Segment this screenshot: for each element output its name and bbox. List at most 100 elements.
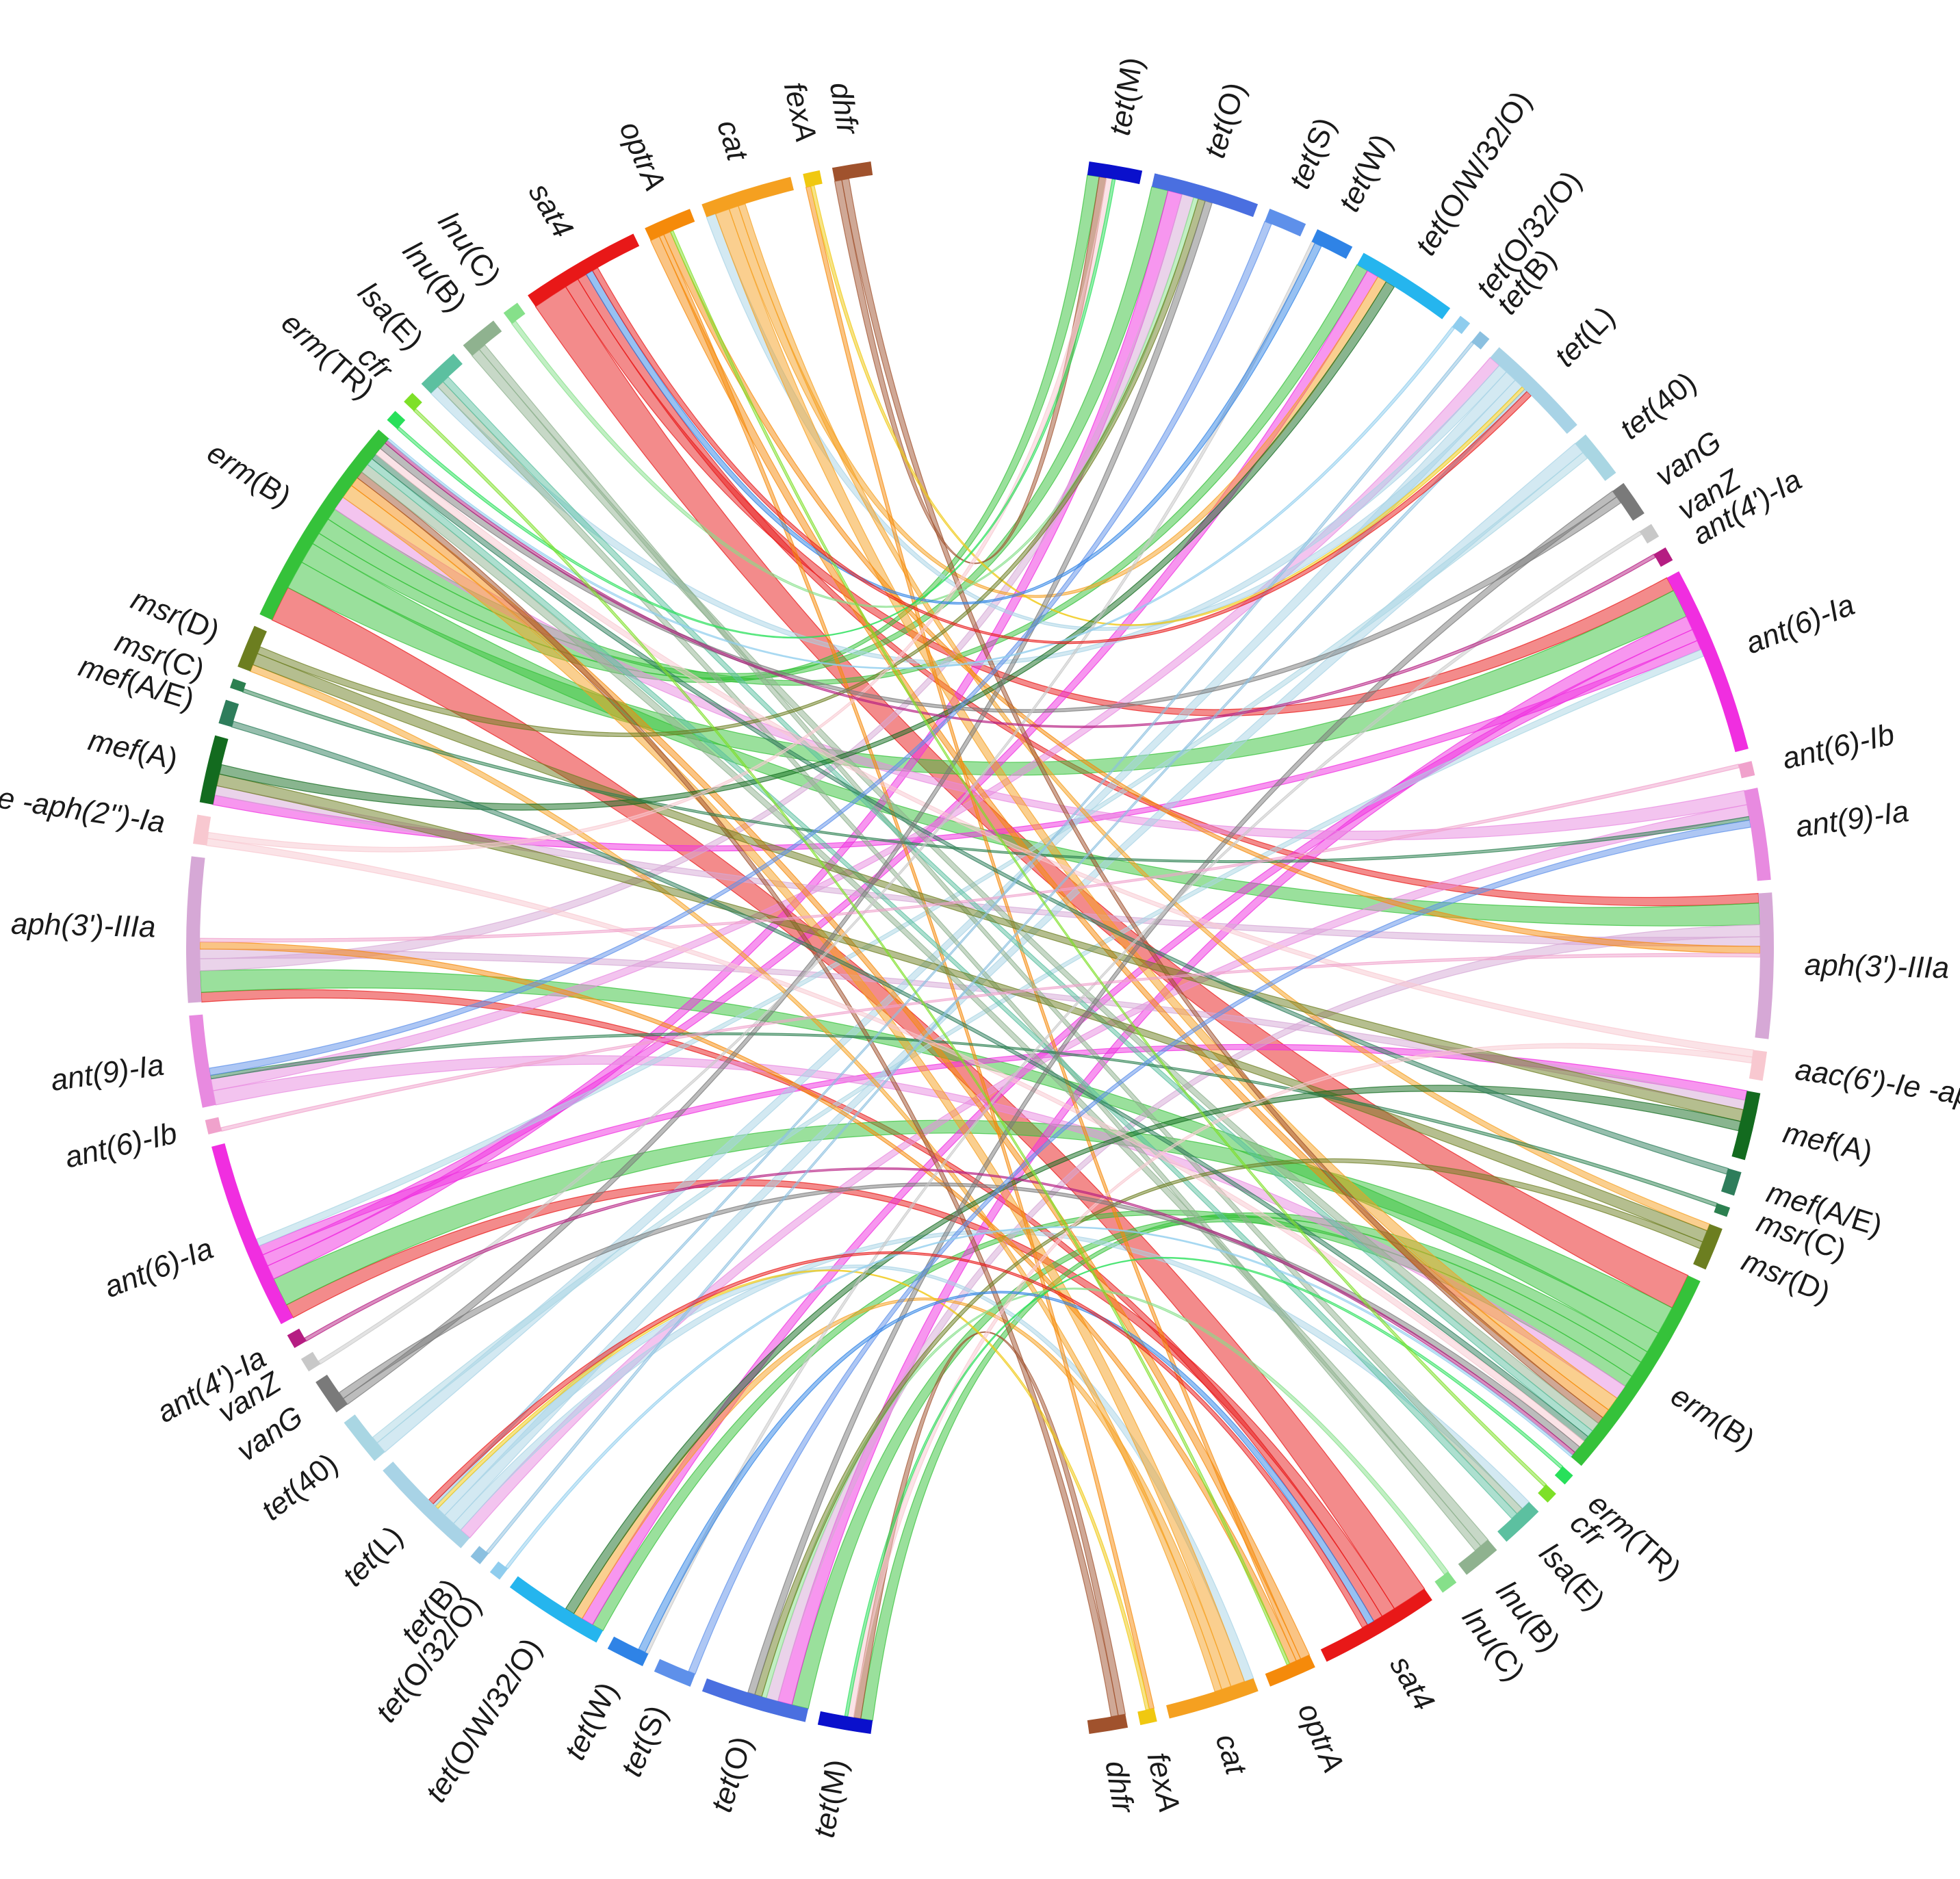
sector-label-dhfr-right: dhfr: [1099, 1759, 1141, 1817]
sector-label-cat-left: cat: [710, 116, 755, 166]
ribbon-msrD-tetO-b: [257, 198, 1206, 738]
sector-arc-msrC-right: [1714, 1203, 1731, 1217]
ribbon-lnuC-tetO-b: [511, 196, 1199, 608]
sector-arc-msrD-left: [237, 625, 267, 672]
sector-arc-tetOW-right: [1356, 252, 1451, 320]
sector-label-tetM-right: tet(M): [1102, 55, 1149, 138]
sector-label-optrA-left: optrA: [613, 116, 672, 196]
sector-arc-tetM-right: [1087, 161, 1143, 185]
ribbon-ermTR-tetM-a: [844, 1256, 1564, 1718]
sector-arc-vanG-right: [1612, 482, 1645, 521]
sector-arc-aph3-left: [185, 856, 205, 1003]
sector-label-mefA-right: mef(A): [1780, 1115, 1876, 1169]
sector-arc-ant6a-right: [1666, 571, 1749, 753]
sector-arc-tetL-right: [1490, 347, 1577, 435]
sector-arc-mefAE-right: [1720, 1168, 1742, 1196]
ribbon-fexA-tetL-b: [810, 185, 1525, 626]
ribbon-msrD-mefA-b: [252, 653, 1744, 1122]
ribbon-ant6a-mefA-a: [212, 640, 1702, 852]
sector-arc-lnuC-right: [1434, 1571, 1457, 1593]
sector-arc-ermB-right: [1571, 1275, 1701, 1466]
sector-arc-optrA-left: [645, 209, 695, 241]
sector-arc-fexA-right: [1137, 1708, 1157, 1726]
sector-label-tetW-right: tet(W): [1332, 129, 1398, 217]
ribbon-tetS-ant9-b: [688, 819, 1751, 1675]
ribbon-ermB-tetM-a: [860, 1213, 1648, 1721]
sector-arc-sat4-right: [1320, 1588, 1432, 1662]
ribbon-optrA-fexA-b: [658, 234, 1155, 1710]
sector-arc-dhfr-left: [831, 161, 873, 181]
ribbon-lnuC-tetO-a: [761, 1287, 1449, 1699]
sector-label-ermB-right: erm(B): [1665, 1379, 1761, 1457]
ribbon-tetL-cat-a: [706, 213, 1523, 631]
ribbon-ant6a-tetOW-b: [262, 270, 1379, 1267]
sector-label-tetW-left: tet(W): [558, 1677, 624, 1765]
sector-arc-layer: [185, 161, 1774, 1734]
sector-arc-lsaE-left: [421, 353, 463, 394]
sector-label-sat4-right: sat4: [1384, 1650, 1441, 1716]
sector-arc-aac6-left: [193, 814, 211, 846]
sector-arc-lnuC-left: [503, 302, 526, 324]
sector-arc-tet40-right: [1575, 434, 1616, 481]
sector-label-ermB-left: erm(B): [201, 435, 297, 513]
sector-arc-mefA-right: [1731, 1091, 1761, 1161]
sector-label-sat4-left: sat4: [522, 177, 580, 244]
sector-arc-tetO-right: [1151, 173, 1259, 218]
sector-arc-tetM-left: [817, 1711, 873, 1734]
sector-label-ant6b-right: ant(6)-Ib: [1779, 717, 1898, 775]
sector-arc-lnuB-left: [463, 320, 502, 356]
ribbon-tetO32-ermB-a: [387, 326, 1456, 669]
sector-arc-ant6b-left: [205, 1117, 222, 1135]
sector-arc-msrD-right: [1693, 1223, 1723, 1270]
ribbon-sat4-ermB-a: [271, 586, 1426, 1609]
ribbon-vanZ-tetW-a: [644, 530, 1642, 1655]
sector-arc-ermB-left: [259, 429, 389, 621]
sector-arc-lnuB-right: [1458, 1540, 1497, 1575]
sector-arc-aac6-right: [1749, 1050, 1767, 1081]
sector-arc-tetO32-right: [1452, 315, 1471, 335]
sector-label-ant9-right: ant(9)-Ia: [1794, 794, 1911, 844]
ribbon-tetL-cat-b: [437, 1265, 1254, 1683]
sector-label-ant6b-left: ant(6)-Ib: [62, 1116, 180, 1174]
ribbon-vanG-ermB-b: [338, 1182, 1580, 1453]
sector-arc-ant4-left: [287, 1328, 307, 1349]
sector-arc-mefA-left: [199, 735, 229, 805]
sector-label-ant6a-left: ant(6)-Ia: [99, 1232, 218, 1304]
ribbon-cat-ermB-b: [714, 208, 1618, 1411]
sector-arc-vanG-left: [315, 1374, 348, 1413]
sector-label-ant6a-right: ant(6)-Ia: [1741, 588, 1859, 660]
sector-arc-ant9-right: [1744, 788, 1771, 881]
sector-label-aph3-left: aph(3')-IIIa: [10, 907, 155, 944]
sector-arc-mefAE-left: [218, 699, 240, 727]
sector-label-aac6-right: aac(6')-Ie -aph(2'')-Ia: [1793, 1052, 1960, 1127]
sector-arc-tetO32-left: [489, 1561, 508, 1580]
sector-arc-tetL-left: [383, 1461, 470, 1548]
ribbon-optrA-fexA-a: [805, 185, 1302, 1661]
ribbon-tetO32-ermB-b: [504, 1226, 1573, 1570]
sector-arc-aph3-right: [1755, 892, 1774, 1039]
sector-arc-lsaE-right: [1497, 1501, 1539, 1542]
sector-label-aac6-left: aac(6')-Ie -aph(2'')-Ia: [0, 764, 168, 839]
sector-label-dhfr-left: dhfr: [823, 80, 865, 138]
sector-arc-tetW-left: [607, 1636, 649, 1667]
sector-arc-tetS-right: [1265, 209, 1306, 237]
ribbon-sat4-ant6a-a: [285, 1179, 1395, 1617]
ribbon-vanZ-tetW-b: [318, 241, 1316, 1365]
sector-arc-ermTR-left: [387, 411, 406, 430]
ribbon-tetL-tet40-a: [376, 371, 1516, 1453]
sector-arc-vanZ-left: [300, 1351, 321, 1372]
ribbon-ant6a-mefA-b: [258, 1044, 1748, 1256]
sector-arc-tetS-left: [654, 1659, 695, 1687]
sector-label-tetS-left: tet(S): [615, 1700, 674, 1781]
sector-arc-ant9-left: [189, 1014, 216, 1108]
sector-arc-vanZ-right: [1639, 523, 1660, 544]
sector-arc-tetB-left: [470, 1546, 489, 1564]
sector-arc-cat-right: [1166, 1678, 1259, 1719]
sector-arc-cfr-left: [404, 393, 422, 411]
ribbon-ant6a-tetO-b: [267, 190, 1183, 1280]
ribbon-ermTR-tetM-b: [396, 178, 1116, 639]
sector-arc-tetO-left: [701, 1678, 809, 1722]
sector-arc-sat4-left: [528, 233, 640, 307]
sector-label-msrC-left: msr(C): [111, 625, 209, 687]
